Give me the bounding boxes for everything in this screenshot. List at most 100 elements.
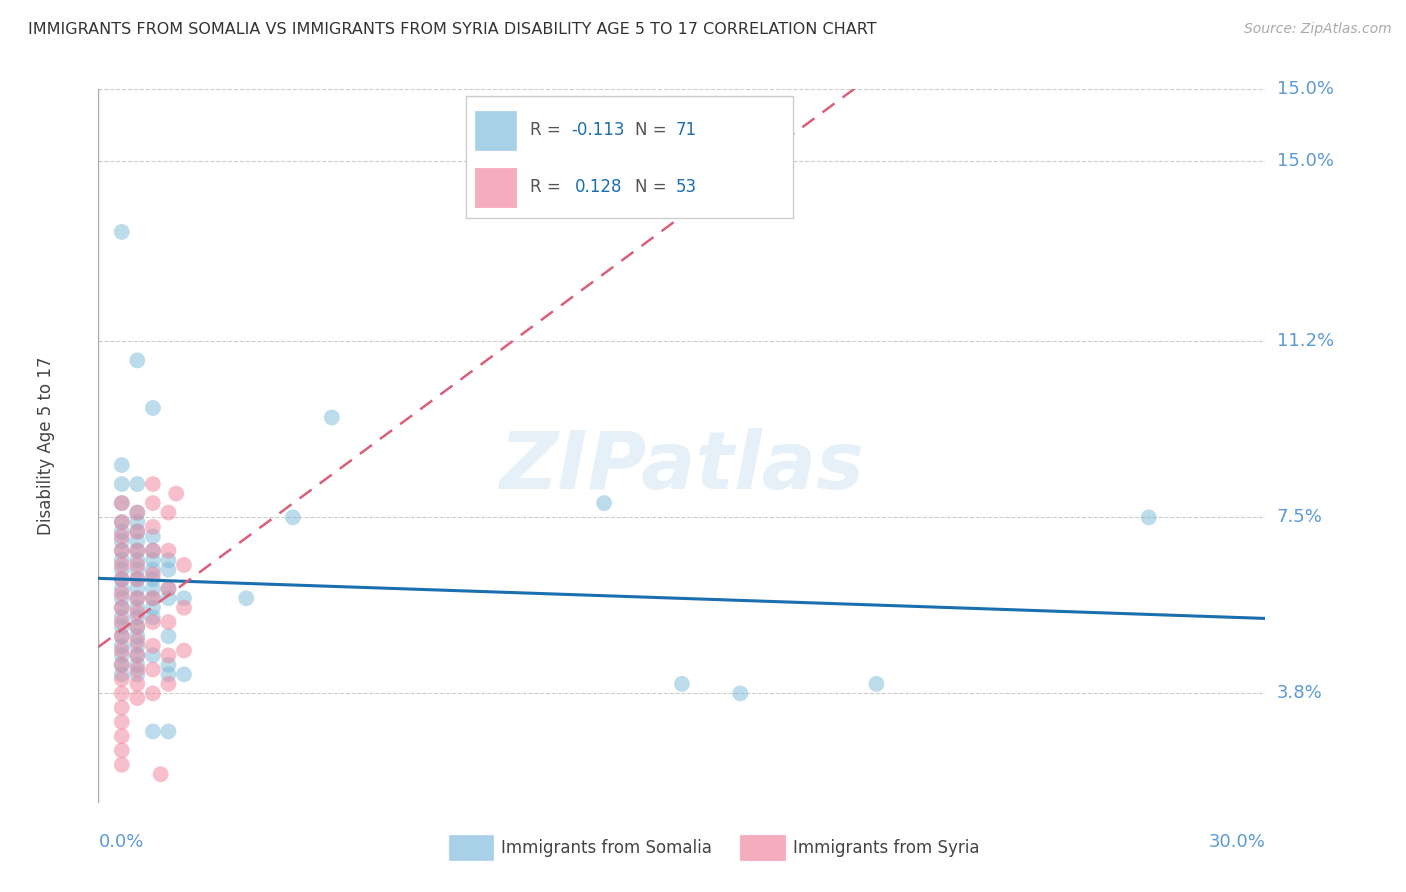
Point	[127, 524, 149, 539]
Point	[127, 620, 149, 634]
Point	[111, 615, 134, 629]
Text: N =: N =	[636, 178, 672, 196]
Text: 0.0%: 0.0%	[98, 833, 143, 851]
Point	[142, 543, 165, 558]
Text: 7.5%: 7.5%	[1277, 508, 1323, 526]
Point	[127, 639, 149, 653]
Point	[127, 691, 149, 706]
Point	[173, 667, 195, 681]
Point	[127, 610, 149, 624]
Point	[127, 648, 149, 663]
Point	[111, 534, 134, 549]
Point	[157, 677, 180, 691]
Text: 11.2%: 11.2%	[1277, 333, 1334, 351]
Point	[127, 629, 149, 643]
Point	[111, 558, 134, 572]
Point	[111, 757, 134, 772]
Point	[127, 515, 149, 529]
Point	[111, 591, 134, 606]
Point	[111, 543, 134, 558]
Point	[111, 553, 134, 567]
Point	[730, 686, 752, 700]
Point	[127, 353, 149, 368]
Point	[111, 648, 134, 663]
Point	[111, 610, 134, 624]
Point	[127, 657, 149, 672]
Text: Immigrants from Syria: Immigrants from Syria	[793, 838, 979, 856]
Point	[111, 600, 134, 615]
Point	[157, 591, 180, 606]
Point	[142, 724, 165, 739]
Point	[127, 534, 149, 549]
Point	[111, 458, 134, 472]
Point	[142, 663, 165, 677]
Point	[127, 648, 149, 663]
Point	[142, 591, 165, 606]
FancyBboxPatch shape	[475, 168, 516, 207]
Point	[127, 543, 149, 558]
Point	[111, 729, 134, 743]
Text: N =: N =	[636, 121, 672, 139]
Point	[671, 677, 693, 691]
Point	[111, 524, 134, 539]
Point	[173, 591, 195, 606]
Point	[865, 677, 887, 691]
Text: 15.0%: 15.0%	[1277, 152, 1333, 169]
Point	[127, 572, 149, 586]
Text: 3.8%: 3.8%	[1277, 684, 1322, 702]
Point	[157, 648, 180, 663]
Text: 15.0%: 15.0%	[1277, 80, 1333, 98]
Point	[127, 524, 149, 539]
Text: 0.128: 0.128	[575, 178, 621, 196]
Point	[157, 724, 180, 739]
Point	[142, 600, 165, 615]
Point	[111, 657, 134, 672]
Point	[127, 553, 149, 567]
Point	[127, 634, 149, 648]
Point	[111, 657, 134, 672]
Point	[1137, 510, 1160, 524]
Point	[111, 477, 134, 491]
Point	[157, 657, 180, 672]
Point	[111, 496, 134, 510]
Point	[142, 686, 165, 700]
Point	[127, 572, 149, 586]
Point	[127, 606, 149, 620]
Point	[127, 620, 149, 634]
Point	[127, 543, 149, 558]
Point	[321, 410, 343, 425]
Point	[111, 586, 134, 600]
Text: 53: 53	[676, 178, 697, 196]
Point	[593, 496, 616, 510]
Text: ZIPatlas: ZIPatlas	[499, 428, 865, 507]
Point	[157, 563, 180, 577]
Point	[111, 714, 134, 729]
Point	[157, 629, 180, 643]
Point	[142, 610, 165, 624]
Point	[142, 615, 165, 629]
Text: Immigrants from Somalia: Immigrants from Somalia	[501, 838, 711, 856]
Point	[142, 553, 165, 567]
Point	[142, 572, 165, 586]
Point	[111, 639, 134, 653]
Point	[157, 553, 180, 567]
Point	[173, 643, 195, 657]
Text: 30.0%: 30.0%	[1209, 833, 1265, 851]
Point	[142, 529, 165, 543]
Point	[111, 572, 134, 586]
Point	[111, 582, 134, 596]
FancyBboxPatch shape	[741, 835, 785, 860]
Point	[127, 477, 149, 491]
Point	[173, 558, 195, 572]
Point	[281, 510, 304, 524]
Point	[111, 600, 134, 615]
Point	[157, 667, 180, 681]
Point	[157, 506, 180, 520]
Point	[111, 515, 134, 529]
Point	[127, 677, 149, 691]
Point	[111, 629, 134, 643]
Point	[149, 767, 172, 781]
Point	[142, 582, 165, 596]
Point	[127, 563, 149, 577]
Point	[142, 567, 165, 582]
